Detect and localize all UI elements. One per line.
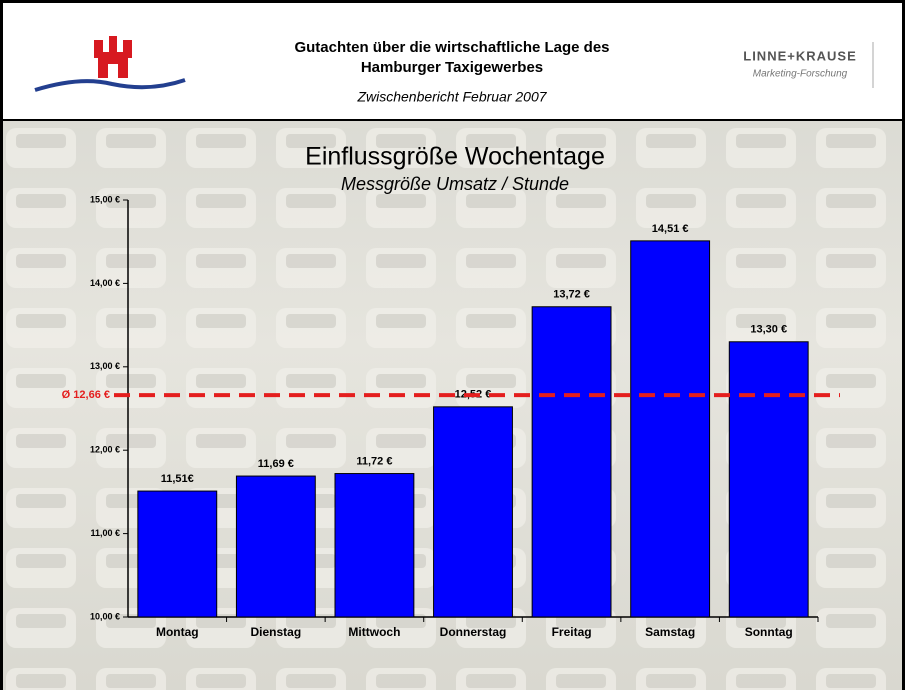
y-tick-label: 11,00 € xyxy=(90,528,120,538)
x-tick-label: Dienstag xyxy=(251,625,302,639)
value-label: 11,51€ xyxy=(161,473,194,485)
bar xyxy=(531,306,612,618)
header-subtitle: Zwischenbericht Februar 2007 xyxy=(356,89,547,105)
y-tick-label: 10,00 € xyxy=(90,611,120,621)
bar xyxy=(235,475,316,618)
value-label: 11,69 € xyxy=(258,458,294,470)
header-title: Gutachten über die wirtschaftliche Lage … xyxy=(294,39,609,56)
x-tick-label: Freitag xyxy=(552,625,592,639)
hamburg-logo xyxy=(34,36,186,92)
x-tick-label: Sonntag xyxy=(745,625,793,639)
x-tick-label: Samstag xyxy=(645,625,695,639)
bar xyxy=(728,341,809,618)
value-label: 13,30 € xyxy=(750,324,787,336)
y-tick-label: 14,00 € xyxy=(90,278,120,288)
logo-name: LINNE+KRAUSE xyxy=(743,48,857,63)
bar xyxy=(334,473,415,618)
x-tick-label: Donnerstag xyxy=(440,625,507,639)
value-label: 13,72 € xyxy=(553,289,590,301)
value-label: 14,51 € xyxy=(652,223,689,235)
bar xyxy=(630,240,711,618)
header-band xyxy=(3,3,902,120)
x-tick-label: Mittwoch xyxy=(348,625,400,639)
average-label: Ø 12,66 € xyxy=(62,389,110,401)
logo-tagline: Marketing-Forschung xyxy=(753,69,848,80)
chart-title: Einflussgröße Wochentage xyxy=(305,143,605,171)
chart-subtitle: Messgröße Umsatz / Stunde xyxy=(341,174,569,194)
bar xyxy=(137,490,218,618)
y-tick-label: 13,00 € xyxy=(90,361,120,371)
header-title: Hamburger Taxigewerbes xyxy=(361,59,543,76)
bar xyxy=(433,406,513,618)
y-tick-label: 12,00 € xyxy=(90,445,120,455)
x-tick-label: Montag xyxy=(156,625,199,639)
value-label: 11,72 € xyxy=(356,455,392,467)
y-tick-label: 15,00 € xyxy=(90,194,120,204)
